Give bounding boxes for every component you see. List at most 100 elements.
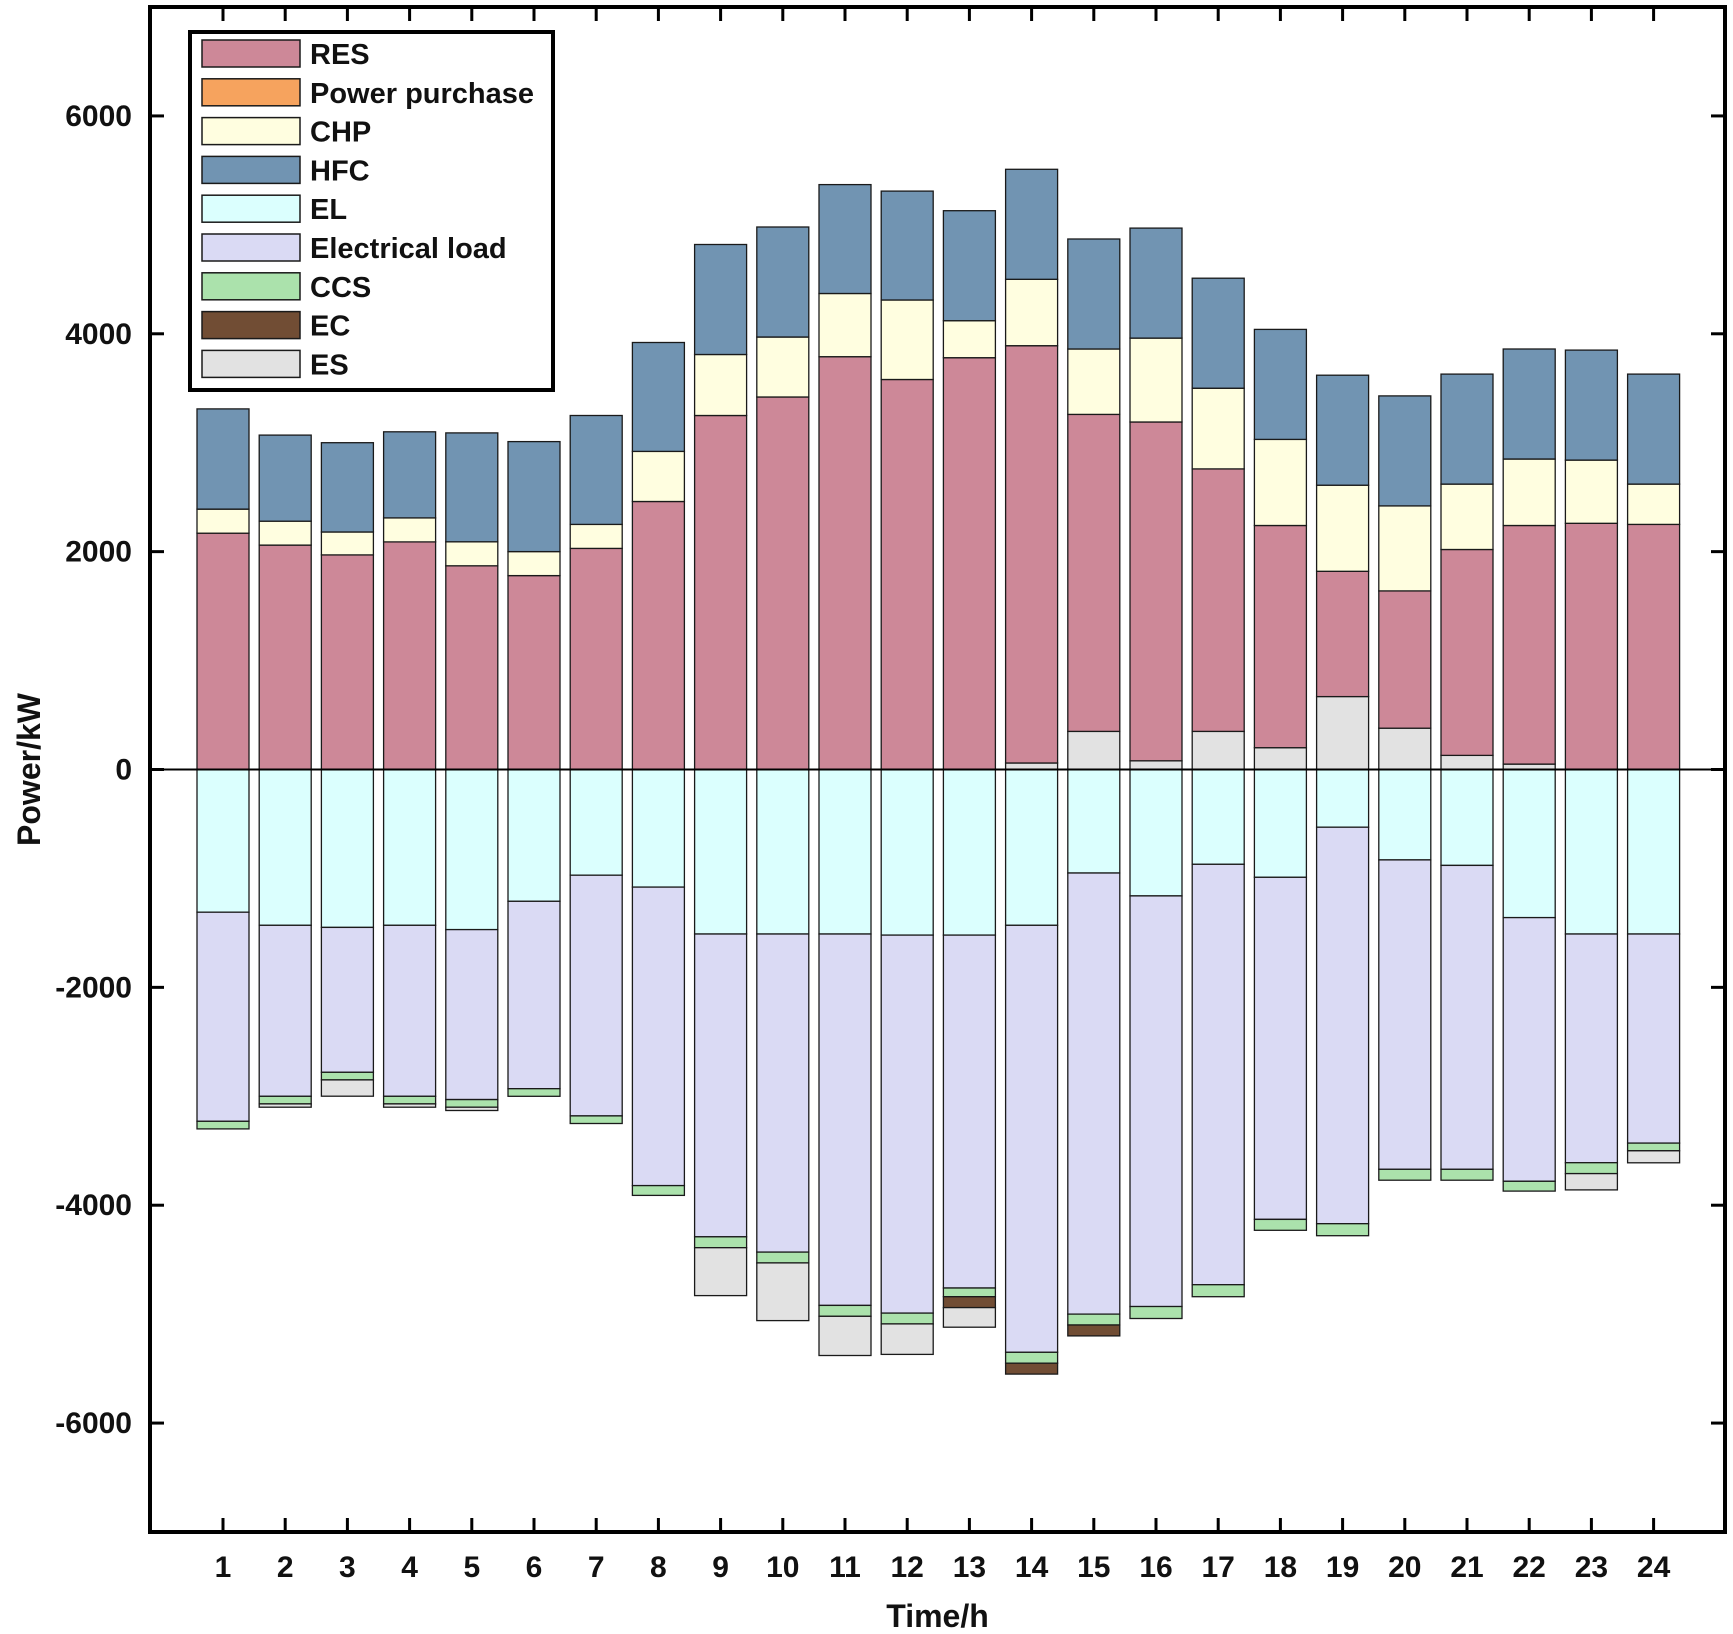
legend-label-ccs: CCS (310, 272, 371, 304)
bar-segment-ccs-negative-hour-3 (320, 1071, 375, 1081)
bar-segment-el-negative-hour-20 (1378, 768, 1432, 861)
bar-segment-hfc-positive-hour-9 (693, 243, 748, 356)
bar-segment-ccs-negative-hour-22 (1502, 1180, 1556, 1192)
x-tick-label: 8 (650, 1551, 667, 1584)
bar-segment-es-positive-hour-19 (1315, 695, 1370, 771)
bar-segment-res-positive-hour-12 (880, 378, 934, 771)
bar-segment-hfc-positive-hour-1 (196, 408, 250, 510)
bar-segment-electrical-load-negative-hour-8 (631, 886, 686, 1187)
bar-segment-hfc-positive-hour-17 (1191, 277, 1245, 389)
bar-segment-ccs-negative-hour-4 (382, 1095, 437, 1105)
bar-segment-electrical-load-negative-hour-12 (880, 934, 934, 1314)
bar-segment-ccs-negative-hour-9 (693, 1236, 748, 1249)
bar-segment-chp-positive-hour-20 (1378, 505, 1432, 592)
x-tick-label: 13 (953, 1551, 986, 1584)
bar-segment-ccs-negative-hour-5 (445, 1098, 499, 1108)
bar-segment-chp-positive-hour-16 (1129, 337, 1183, 423)
bar-segment-es-negative-hour-24 (1626, 1150, 1681, 1164)
bar-segment-hfc-positive-hour-4 (382, 431, 437, 519)
bar-segment-electrical-load-negative-hour-20 (1378, 859, 1432, 1170)
x-tick-label: 14 (1015, 1551, 1049, 1584)
bar-segment-es-negative-hour-23 (1564, 1172, 1619, 1191)
bar-segment-chp-positive-hour-5 (445, 541, 499, 567)
legend-swatch-electrical-load (201, 233, 301, 262)
bar-segment-ccs-negative-hour-15 (1067, 1313, 1121, 1326)
bar-segment-chp-positive-hour-22 (1502, 458, 1556, 527)
bar-segment-es-negative-hour-10 (756, 1262, 810, 1322)
bar-segment-electrical-load-negative-hour-5 (445, 928, 499, 1101)
bar-segment-es-positive-hour-18 (1253, 747, 1308, 771)
legend-label-el: EL (310, 194, 347, 226)
bar-segment-el-negative-hour-6 (507, 768, 561, 902)
legend-label-res: RES (310, 39, 370, 71)
bar-segment-el-negative-hour-18 (1253, 768, 1308, 878)
bar-segment-electrical-load-negative-hour-4 (382, 924, 437, 1097)
bar-segment-hfc-positive-hour-18 (1253, 328, 1308, 441)
x-tick-label: 2 (277, 1551, 294, 1584)
bar-segment-electrical-load-negative-hour-16 (1129, 895, 1183, 1308)
legend-swatch-chp (201, 116, 301, 146)
bar-segment-res-positive-hour-19 (1315, 570, 1370, 698)
bar-segment-electrical-load-negative-hour-9 (693, 933, 748, 1238)
bar-segment-chp-positive-hour-3 (320, 531, 375, 556)
bar-segment-chp-positive-hour-7 (569, 523, 623, 550)
bar-segment-res-positive-hour-17 (1191, 468, 1245, 733)
bar-segment-ec-negative-hour-15 (1067, 1324, 1121, 1337)
bar-segment-ccs-negative-hour-10 (756, 1251, 810, 1264)
bar-segment-res-positive-hour-22 (1502, 524, 1556, 765)
bar-segment-electrical-load-negative-hour-6 (507, 900, 561, 1090)
bar-segment-res-positive-hour-20 (1378, 590, 1432, 729)
bar-segment-ccs-negative-hour-18 (1253, 1218, 1308, 1231)
bar-segment-chp-positive-hour-14 (1004, 278, 1059, 347)
bar-segment-hfc-positive-hour-16 (1129, 227, 1183, 339)
bar-segment-el-negative-hour-7 (569, 768, 623, 876)
x-tick-label: 3 (339, 1551, 356, 1584)
bar-segment-chp-positive-hour-19 (1315, 484, 1370, 572)
bar-segment-es-negative-hour-11 (818, 1315, 872, 1357)
bar-segment-ccs-negative-hour-16 (1129, 1305, 1183, 1320)
bar-segment-es-positive-hour-15 (1067, 730, 1121, 771)
legend-label-power-purchase: Power purchase (310, 78, 534, 110)
bar-segment-hfc-positive-hour-11 (818, 183, 872, 295)
bar-segment-ccs-negative-hour-8 (631, 1184, 686, 1197)
bar-segment-electrical-load-negative-hour-1 (196, 911, 250, 1122)
bar-segment-res-positive-hour-24 (1626, 523, 1681, 771)
y-tick-label: 6000 (65, 100, 132, 133)
bar-segment-el-negative-hour-2 (258, 768, 312, 926)
bar-segment-electrical-load-negative-hour-18 (1253, 876, 1308, 1220)
x-tick-label: 7 (588, 1551, 605, 1584)
bar-segment-el-negative-hour-3 (320, 768, 375, 929)
bar-segment-ccs-negative-hour-17 (1191, 1284, 1245, 1298)
bar-segment-el-negative-hour-5 (445, 768, 499, 931)
y-axis-title: Power/kW (11, 692, 47, 846)
bar-segment-chp-positive-hour-10 (756, 336, 810, 398)
x-tick-label: 15 (1077, 1551, 1110, 1584)
bar-segment-ccs-negative-hour-24 (1626, 1142, 1681, 1152)
bar-segment-res-positive-hour-18 (1253, 524, 1308, 749)
x-tick-label: 9 (712, 1551, 729, 1584)
bar-segment-hfc-positive-hour-13 (942, 210, 997, 322)
bar-segment-hfc-positive-hour-5 (445, 432, 499, 543)
bar-segment-res-positive-hour-23 (1564, 522, 1619, 771)
bar-segment-res-positive-hour-14 (1004, 345, 1059, 764)
bar-segment-electrical-load-negative-hour-22 (1502, 916, 1556, 1182)
bar-segment-el-negative-hour-8 (631, 768, 686, 888)
bar-segment-hfc-positive-hour-20 (1378, 395, 1432, 507)
bar-segment-el-negative-hour-19 (1315, 768, 1370, 828)
bar-segment-chp-positive-hour-18 (1253, 438, 1308, 527)
x-tick-label: 12 (891, 1551, 924, 1584)
bar-segment-es-negative-hour-9 (693, 1247, 748, 1297)
x-tick-label: 18 (1264, 1551, 1297, 1584)
bar-segment-es-positive-hour-17 (1191, 730, 1245, 771)
bar-segment-chp-positive-hour-2 (258, 520, 312, 546)
bar-segment-chp-positive-hour-1 (196, 508, 250, 534)
y-tick-label: 2000 (65, 536, 132, 569)
bar-segment-ccs-negative-hour-20 (1378, 1168, 1432, 1181)
bar-segment-es-negative-hour-5 (445, 1106, 499, 1112)
bar-segment-electrical-load-negative-hour-7 (569, 874, 623, 1117)
bar-segment-electrical-load-negative-hour-17 (1191, 863, 1245, 1286)
bar-segment-res-positive-hour-2 (258, 544, 312, 771)
